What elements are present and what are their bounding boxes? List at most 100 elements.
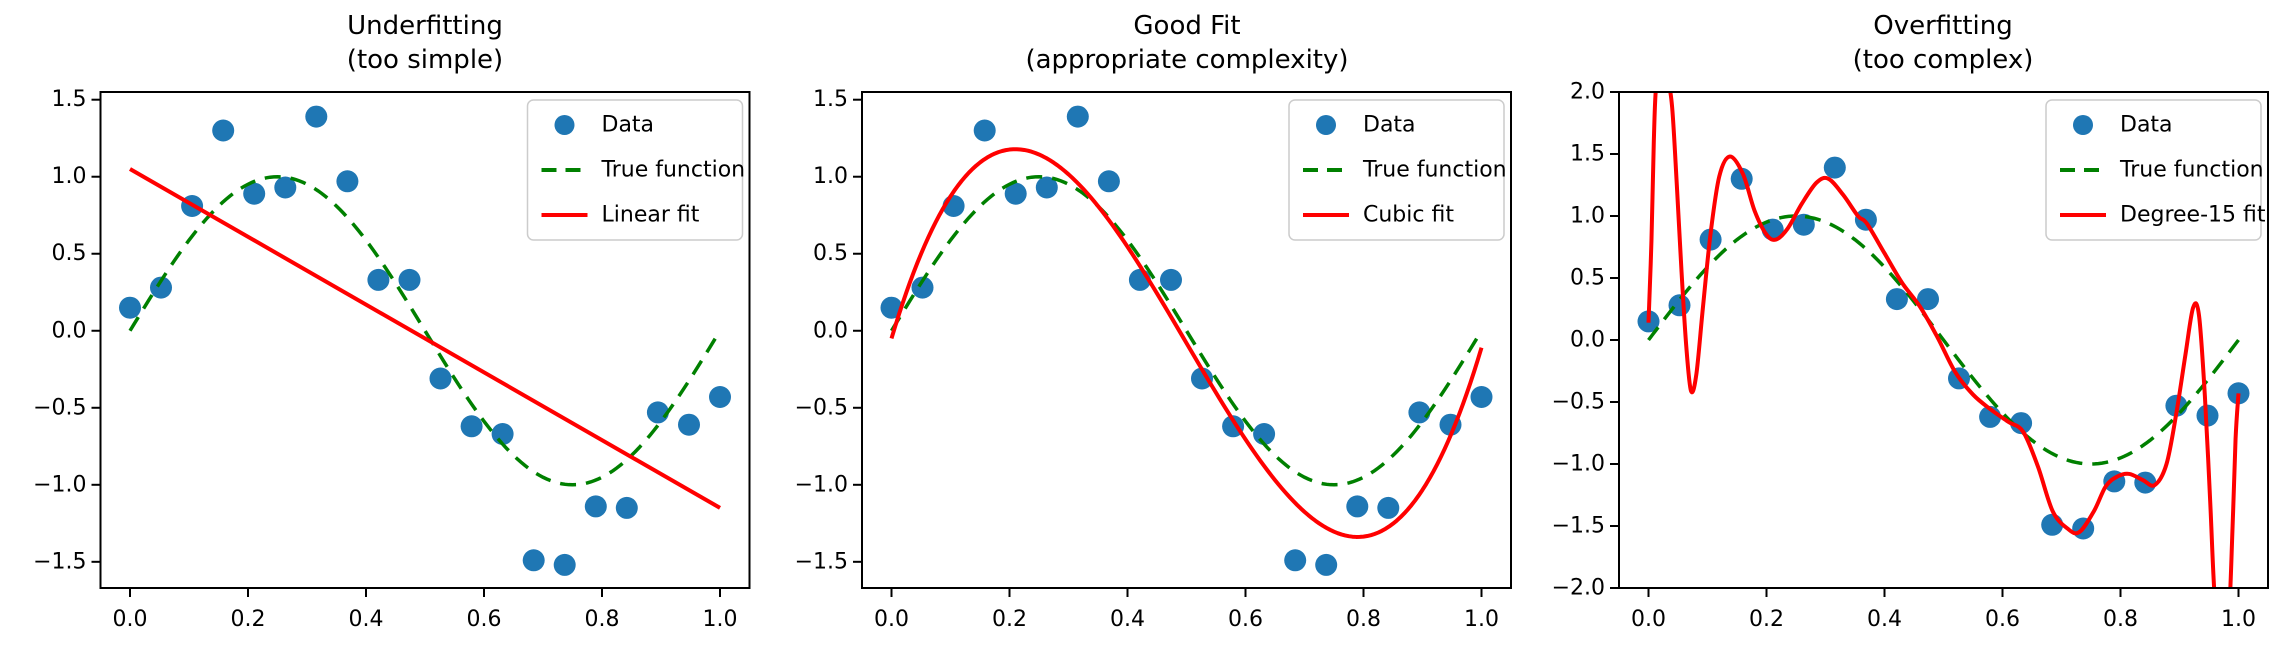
data-point-marker	[1792, 213, 1815, 236]
legend-frame	[526, 99, 744, 241]
legend-data-marker-icon	[1316, 115, 1336, 135]
fit-curve	[129, 167, 721, 510]
y-tick-label: −1.5	[1552, 514, 1605, 539]
y-tick-label: 0.5	[1570, 266, 1605, 291]
data-points-series	[119, 105, 731, 576]
y-tick-label: 0.5	[813, 241, 848, 266]
legend-data-marker-icon	[554, 115, 575, 135]
y-tick-label: 0.0	[52, 318, 87, 343]
legend-entry-label: Cubic fit	[1363, 203, 1454, 228]
y-tick-label: −1.0	[33, 472, 86, 497]
x-tick-label: 0.2	[992, 607, 1027, 632]
legend-data-marker-icon	[2073, 115, 2093, 135]
data-point-marker	[1284, 549, 1307, 572]
data-point-marker	[1823, 156, 1846, 179]
chart-panels: 0.0 0.2 0.4 0.6 0.8 1.0 1.5 1.0 0.5 0.0 −0.5 −1.0 −1…	[33, 80, 2269, 632]
panel-3-subtitle: (too complex)	[1853, 45, 2034, 75]
panel-3: 0.0 0.2 0.4 0.6 0.8 1.0 2.0 1.5 1.0 0.5 0.0 −0.5 −1.…	[1552, 80, 2269, 632]
data-point-marker	[2010, 412, 2033, 435]
y-tick-label: −1.5	[795, 549, 848, 574]
data-point-marker	[973, 119, 996, 142]
y-tick-label: 1.0	[1570, 204, 1605, 229]
data-point-marker	[1408, 401, 1431, 424]
y-tick-label: 1.0	[813, 164, 848, 189]
fit-curve	[1646, 92, 2241, 588]
y-axis-ticks: 2.0 1.5 1.0 0.5 0.0 −0.5 −1.0 −1.5 −2.0	[1552, 80, 1619, 601]
x-tick-label: 0.4	[1110, 607, 1145, 632]
fit-curve	[889, 147, 1484, 539]
data-point-marker	[709, 386, 731, 408]
y-axis-ticks: 1.5 1.0 0.5 0.0 −0.5 −1.0 −1.5	[795, 87, 862, 574]
axes-spines	[861, 91, 1512, 589]
data-point-marker	[460, 415, 483, 438]
data-point-marker	[1004, 182, 1027, 205]
x-tick-label: 0.0	[113, 607, 148, 632]
data-point-marker	[1191, 367, 1213, 390]
y-tick-label: 1.5	[1570, 142, 1605, 167]
x-tick-label: 0.8	[585, 607, 620, 632]
data-point-marker	[429, 367, 452, 390]
axes-spines	[99, 91, 751, 589]
data-point-marker	[1885, 288, 1908, 311]
y-tick-label: −2.0	[1552, 576, 1605, 601]
data-point-marker	[1917, 288, 1939, 311]
data-point-marker	[305, 105, 328, 128]
y-tick-label: −0.5	[795, 395, 848, 420]
panel-2: 0.0 0.2 0.4 0.6 0.8 1.0 1.5 1.0 0.5 0.0 −0.5 −1.0 −1…	[795, 87, 1512, 632]
x-tick-label: 0.2	[231, 607, 266, 632]
x-tick-label: 0.6	[467, 607, 502, 632]
data-point-marker	[678, 413, 700, 436]
y-axis-ticks: 1.5 1.0 0.5 0.0 −0.5 −1.0 −1.5	[33, 87, 101, 574]
y-tick-label: 0.5	[52, 241, 87, 266]
data-point-marker	[1346, 495, 1369, 518]
data-point-marker	[1035, 176, 1058, 199]
data-point-marker	[119, 296, 141, 319]
data-point-marker	[646, 401, 669, 424]
data-point-marker	[1377, 496, 1400, 519]
panel-2-subtitle: (appropriate complexity)	[1025, 45, 1348, 75]
data-point-marker	[2041, 513, 2064, 536]
true-function-curve	[890, 174, 1483, 487]
x-tick-label: 0.8	[1346, 607, 1381, 632]
x-tick-label: 0.2	[1749, 607, 1784, 632]
data-point-marker	[1315, 553, 1338, 576]
legend-entry-label: True function	[601, 158, 746, 183]
legend-frame	[2045, 99, 2262, 241]
y-tick-label: −0.5	[33, 395, 86, 420]
legend-box: Data True function Linear fit	[526, 99, 746, 241]
data-point-marker	[1097, 170, 1120, 193]
x-axis-ticks: 0.0 0.2 0.4 0.6 0.8 1.0	[113, 588, 738, 632]
panel-1: 0.0 0.2 0.4 0.6 0.8 1.0 1.5 1.0 0.5 0.0 −0.5 −1.0 −1…	[33, 87, 751, 632]
y-tick-label: 2.0	[1570, 80, 1605, 105]
legend-entry-label: True function	[2119, 158, 2264, 183]
data-point-marker	[367, 268, 390, 291]
data-point-marker	[150, 276, 172, 299]
y-tick-label: −1.0	[795, 472, 848, 497]
legend-frame	[1288, 99, 1505, 241]
panel-1-subtitle: (too simple)	[347, 45, 503, 75]
data-point-marker	[1160, 268, 1182, 291]
legend-box: Data True function Cubic fit	[1288, 99, 1507, 241]
x-tick-label: 0.6	[1228, 607, 1263, 632]
data-point-marker	[615, 496, 638, 519]
legend-entry-label: Data	[2120, 113, 2173, 138]
data-point-marker	[911, 276, 934, 299]
x-tick-label: 0.0	[1631, 607, 1666, 632]
x-tick-label: 0.8	[2103, 607, 2138, 632]
y-tick-label: −1.0	[1552, 452, 1605, 477]
true-function-curve	[1647, 214, 2240, 466]
y-tick-label: 0.0	[1570, 328, 1605, 353]
x-tick-label: 0.0	[874, 607, 909, 632]
x-tick-label: 1.0	[2221, 607, 2256, 632]
legend-entry-label: True function	[1362, 158, 1507, 183]
data-point-marker	[522, 549, 545, 572]
x-tick-label: 0.4	[349, 607, 384, 632]
x-tick-label: 0.6	[1985, 607, 2020, 632]
data-point-marker	[2227, 382, 2250, 405]
x-axis-ticks: 0.0 0.2 0.4 0.6 0.8 1.0	[1631, 588, 2256, 632]
data-point-marker	[553, 553, 576, 576]
x-tick-label: 1.0	[703, 607, 738, 632]
legend-entry-label: Degree-15 fit	[2120, 203, 2266, 228]
x-axis-ticks: 0.0 0.2 0.4 0.6 0.8 1.0	[874, 588, 1499, 632]
